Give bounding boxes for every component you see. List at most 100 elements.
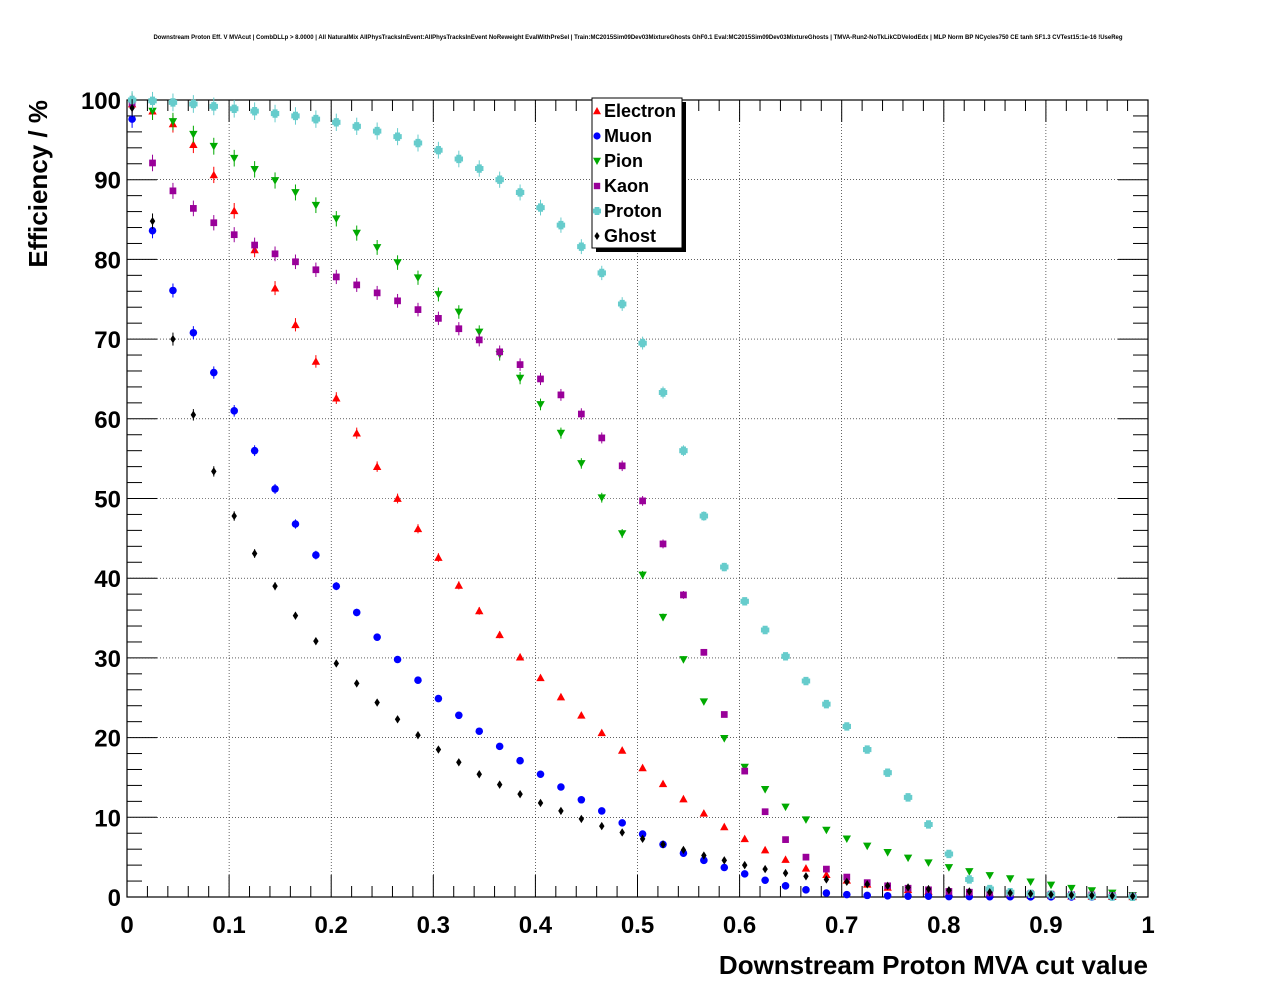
x-tick-label: 0.3 [417, 912, 450, 939]
x-tick-label: 1 [1141, 912, 1154, 939]
data-point [434, 146, 443, 155]
data-point [782, 836, 789, 843]
data-point [476, 770, 482, 779]
data-point [660, 840, 666, 849]
data-point [720, 735, 729, 743]
x-tick-label: 0.7 [825, 912, 858, 939]
data-point [598, 434, 606, 442]
y-tick-label: 10 [94, 805, 121, 832]
data-point [332, 582, 341, 590]
data-point [760, 625, 770, 635]
data-point [987, 888, 993, 897]
data-point [168, 98, 178, 107]
data-point [251, 549, 258, 558]
data-point [292, 258, 299, 266]
data-point [475, 727, 484, 736]
data-point [495, 630, 504, 639]
data-point [720, 822, 729, 831]
x-tick-label: 0.1 [212, 912, 245, 939]
data-point [720, 863, 729, 872]
data-point [617, 746, 627, 754]
x-tick-label: 0.4 [519, 912, 553, 939]
data-point [415, 731, 421, 740]
data-point [822, 826, 831, 835]
data-point [394, 715, 401, 724]
x-tick-label: 0.2 [315, 912, 348, 939]
data-point [556, 429, 566, 438]
legend-marker-ghost [594, 232, 600, 240]
data-point [925, 884, 932, 894]
data-point [515, 188, 525, 197]
x-tick-label: 0.9 [1029, 912, 1062, 939]
data-point [517, 789, 523, 799]
data-point [781, 855, 790, 863]
data-point [618, 819, 626, 827]
data-point [639, 497, 646, 505]
data-point [761, 808, 769, 816]
data-point [393, 132, 402, 141]
data-point [270, 283, 280, 292]
chart-title: Downstream Proton Eff. V MVAcut | CombDL… [153, 35, 1123, 41]
data-point [414, 676, 422, 684]
data-point [148, 226, 157, 235]
data-point [129, 103, 135, 113]
data-point [291, 520, 300, 528]
data-point [251, 241, 258, 249]
data-point [822, 889, 831, 897]
data-point [577, 711, 586, 719]
legend-marker-electron [593, 107, 601, 115]
series-proton [127, 91, 1137, 902]
data-point [658, 388, 668, 397]
data-point [578, 814, 585, 824]
y-tick-label: 40 [94, 566, 121, 593]
y-tick-label: 0 [108, 885, 121, 912]
data-point [372, 462, 382, 470]
data-point [515, 374, 525, 383]
data-point [679, 446, 688, 455]
data-point [556, 220, 566, 230]
data-point [333, 659, 340, 668]
data-point [782, 868, 789, 878]
series-ghost [129, 99, 1136, 901]
data-point [823, 865, 830, 873]
data-point [189, 99, 198, 109]
data-point [311, 201, 321, 210]
data-point [699, 809, 709, 817]
legend-label-pion: Pion [604, 151, 643, 171]
data-point [352, 122, 361, 131]
data-point [352, 428, 361, 437]
data-point [291, 320, 300, 329]
data-point [1087, 887, 1097, 895]
data-point [271, 485, 279, 493]
data-point [599, 821, 605, 831]
data-point [169, 187, 177, 195]
data-point [843, 873, 851, 881]
data-point [495, 175, 504, 184]
data-point [455, 711, 463, 720]
data-point [762, 864, 768, 874]
data-point [903, 854, 913, 863]
data-point [740, 597, 749, 606]
data-point [209, 142, 218, 151]
data-point [374, 698, 380, 707]
legend-marker-pion [593, 157, 601, 165]
data-point [230, 154, 239, 163]
data-point [393, 655, 402, 664]
data-point [1048, 890, 1054, 899]
x-axis-title: Downstream Proton MVA cut value [719, 950, 1148, 980]
data-point [740, 870, 749, 878]
data-point [597, 807, 606, 815]
axis-ticks [126, 99, 1149, 898]
data-point [516, 756, 524, 765]
data-point [148, 107, 157, 116]
data-point [822, 870, 831, 879]
data-point [496, 348, 504, 356]
data-point [803, 872, 809, 881]
data-point [699, 511, 709, 521]
data-point [270, 109, 280, 118]
data-point [211, 467, 217, 476]
data-point [577, 410, 585, 418]
data-point [966, 887, 973, 896]
data-point [1007, 888, 1013, 898]
data-point [924, 892, 933, 900]
